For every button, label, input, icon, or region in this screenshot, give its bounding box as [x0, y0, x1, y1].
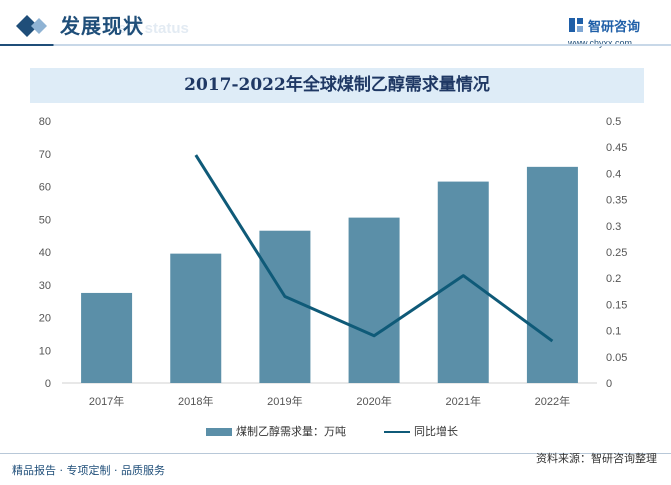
- data-source: 资料来源：智研咨询整理: [536, 452, 657, 465]
- x-axis-tick-label: 2022年: [535, 394, 570, 408]
- left-axis-tick-label: 50: [39, 214, 51, 226]
- right-axis-tick-label: 0.4: [606, 168, 621, 180]
- x-axis-tick-label: 2020年: [356, 394, 391, 408]
- left-axis-tick-label: 70: [39, 149, 51, 161]
- left-axis-tick-label: 10: [39, 345, 51, 357]
- left-axis-tick-label: 60: [39, 182, 51, 194]
- right-axis-tick-label: 0.5: [606, 116, 621, 128]
- brand-logo-icon: [569, 18, 583, 32]
- left-axis-tick-label: 40: [39, 247, 51, 259]
- legend-line-label: 同比增长: [414, 425, 458, 438]
- right-axis-tick-label: 0.2: [606, 273, 621, 285]
- right-axis-tick-label: 0.3: [606, 221, 621, 233]
- x-axis-tick-label: 2018年: [178, 394, 213, 408]
- footer-divider: [0, 453, 671, 454]
- brand-logo: 智研咨询 www.chyxx.com: [568, 15, 658, 48]
- right-axis-tick-label: 0.15: [606, 299, 627, 311]
- page-header: ent status 发展现状 智研咨询 www.chyxx.com: [0, 0, 671, 52]
- bar: [348, 217, 400, 383]
- bar: [81, 292, 133, 383]
- legend-bar-swatch: [206, 428, 232, 436]
- x-axis-tick-label: 2019年: [267, 394, 302, 408]
- x-axis-tick-label: 2017年: [89, 394, 124, 408]
- bar: [526, 166, 578, 383]
- bar: [259, 230, 311, 383]
- growth-line: [194, 154, 554, 343]
- header-divider: [0, 44, 671, 46]
- left-axis-tick-label: 0: [45, 378, 51, 390]
- right-axis-tick-label: 0.25: [606, 247, 627, 259]
- bar: [170, 253, 222, 383]
- x-axis-tick-label: 2021年: [446, 394, 481, 408]
- chart-title-band: 2017-2022年全球煤制乙醇需求量情况: [30, 68, 644, 103]
- right-axis-tick-label: 0.05: [606, 352, 627, 364]
- left-axis-tick-label: 30: [39, 280, 51, 292]
- header-subtitle: ent status: [118, 20, 189, 37]
- brand-name: 智研咨询: [588, 20, 641, 35]
- bar: [437, 181, 489, 383]
- right-axis-tick-label: 0.45: [606, 142, 627, 154]
- right-axis-tick-label: 0.35: [606, 195, 627, 207]
- legend-line-swatch: [384, 431, 410, 433]
- brand-url: www.chyxx.com: [568, 38, 633, 48]
- right-axis-tick-label: 0: [606, 378, 612, 390]
- footer-tagline: 精品报告 · 专项定制 · 品质服务: [12, 464, 165, 477]
- diamond-icon: [16, 15, 47, 37]
- left-axis-tick-label: 20: [39, 313, 51, 325]
- header-title: 发展现状: [60, 14, 144, 38]
- legend-bar-entry: 煤制乙醇需求量：万吨: [206, 423, 346, 439]
- chart-title: 2017-2022年全球煤制乙醇需求量情况: [184, 75, 490, 95]
- legend-bar-label: 煤制乙醇需求量：万吨: [236, 425, 346, 438]
- right-axis-tick-label: 0.1: [606, 326, 621, 338]
- legend-line-entry: 同比增长: [384, 423, 458, 439]
- left-axis-tick-label: 80: [39, 116, 51, 128]
